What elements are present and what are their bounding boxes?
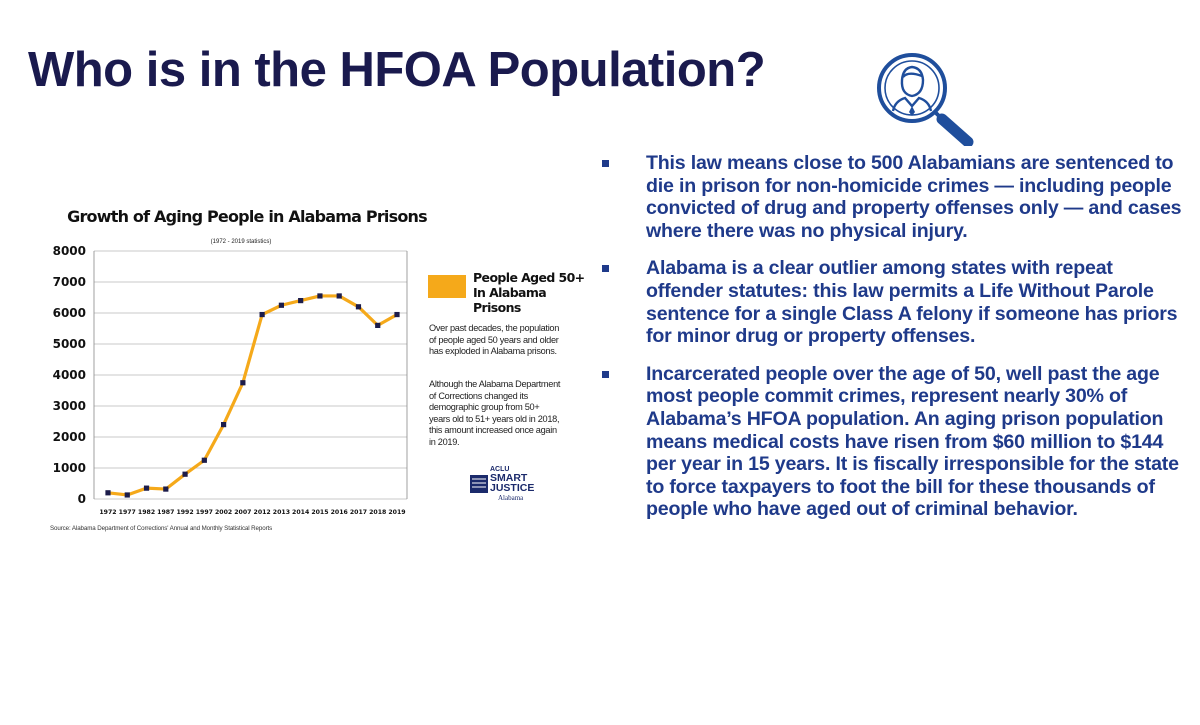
chart-axes: 0 1000 2000 3000 4000 5000 6000 7000 8000 1972 197… [53, 244, 408, 516]
bullet-marker [602, 370, 609, 378]
x-tick-label: 1987 [157, 509, 174, 516]
x-tick-label: 2015 [311, 509, 328, 516]
data-point [221, 422, 227, 428]
bullet-list: This law means close to 500 Alabamians a… [600, 152, 1190, 536]
data-point [201, 457, 207, 463]
data-point [336, 293, 342, 299]
data-point [259, 311, 265, 318]
data-point [355, 304, 362, 310]
x-tick-label: 1982 [138, 509, 155, 516]
chart-subtitle: (1972 - 2019 statistics) [211, 239, 272, 245]
x-tick-label: 2016 [331, 509, 348, 516]
chart-grid [94, 250, 407, 500]
y-tick-label: 2000 [53, 430, 86, 444]
y-tick-label: 6000 [53, 306, 86, 320]
data-point [163, 486, 169, 492]
data-point [105, 490, 111, 496]
x-tick-label: 2007 [234, 509, 251, 516]
x-tick-label: 2018 [369, 509, 386, 516]
chart-title: Growth of Aging People in Alabama Prison… [67, 207, 427, 226]
y-tick-label: 4000 [53, 368, 86, 382]
data-point [375, 322, 381, 328]
x-tick-label: 1972 [99, 509, 116, 516]
x-tick-label: 2012 [254, 509, 271, 516]
aclu-smart-justice-logo: ACLU SMART JUSTICE Alabama [470, 466, 540, 512]
logo-state-text: Alabama [498, 494, 524, 502]
chart-series [105, 293, 400, 498]
y-tick-label: 8000 [53, 244, 86, 258]
x-tick-label: 2019 [388, 509, 405, 516]
line-chart: Growth of Aging People in Alabama Prison… [53, 207, 428, 516]
bullet-item: This law means close to 500 Alabamians a… [600, 152, 1190, 242]
legend-line-1: People Aged 50+ [473, 270, 585, 285]
data-point [240, 380, 246, 386]
logo-smart-text: SMART [490, 472, 528, 484]
data-point [317, 293, 323, 299]
x-tick-label: 2002 [215, 509, 232, 516]
y-tick-label: 3000 [53, 399, 86, 413]
legend-label: People Aged 50+ In Alabama Prisons [473, 270, 593, 315]
data-point [394, 311, 400, 318]
bullet-text: This law means close to 500 Alabamians a… [646, 152, 1182, 242]
y-tick-label: 1000 [53, 461, 86, 475]
flag-icon [470, 475, 488, 493]
y-tick-label: 5000 [53, 337, 86, 351]
y-tick-label: 7000 [53, 275, 86, 289]
data-point [298, 298, 304, 304]
y-tick-label: 0 [78, 492, 86, 506]
data-point [143, 485, 150, 491]
data-point [182, 471, 188, 477]
x-tick-label: 2014 [292, 509, 310, 516]
chart-note-2: Although the Alabama Department of Corre… [429, 379, 561, 447]
slide-title: Who is in the HFOA Population? [28, 43, 766, 97]
x-tick-label: 2017 [350, 509, 367, 516]
x-tick-label: 1997 [196, 509, 213, 516]
chart-note-1: Over past decades, the population of peo… [429, 323, 560, 357]
logo-justice-text: JUSTICE [490, 482, 535, 494]
logo-aclu-text: ACLU [490, 466, 510, 473]
data-point [278, 302, 284, 308]
legend-line-2: In Alabama Prisons [473, 285, 547, 315]
x-tick-label: 2013 [273, 509, 290, 516]
bullet-text: Incarcerated people over the age of 50, … [646, 362, 1179, 521]
bullet-item: Incarcerated people over the age of 50, … [600, 363, 1190, 521]
bullet-text: Alabama is a clear outlier among states … [646, 257, 1178, 348]
bullet-marker [602, 160, 609, 167]
chart-source: Source: Alabama Department of Correction… [50, 525, 273, 532]
series-line [107, 294, 398, 497]
x-tick-label: 1992 [176, 509, 193, 516]
bullet-marker [602, 265, 609, 273]
person-magnifier-icon [877, 53, 974, 146]
legend-swatch [428, 275, 466, 298]
x-tick-label: 1977 [119, 509, 136, 516]
chart-image: Growth of Aging People in Alabama Prison… [42, 186, 585, 542]
bullet-item: Alabama is a clear outlier among states … [600, 257, 1190, 347]
data-point [124, 492, 130, 498]
